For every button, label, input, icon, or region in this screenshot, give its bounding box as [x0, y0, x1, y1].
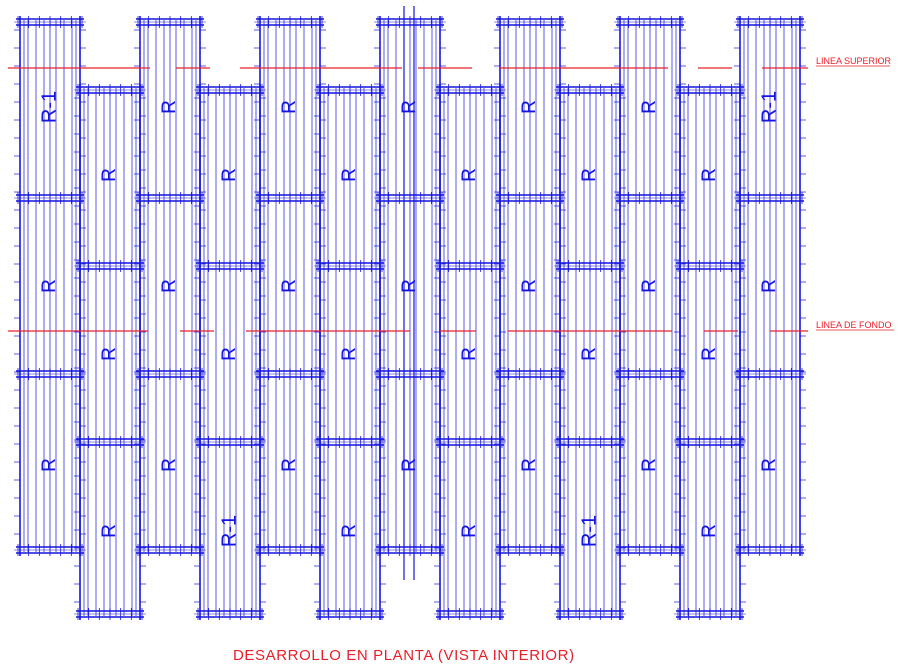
panel-column [314, 84, 386, 620]
panel-label-r: R [699, 524, 720, 538]
panel-label-r: R [759, 458, 780, 472]
panel-label-r: R [99, 524, 120, 538]
panel-label-r: R [459, 168, 480, 182]
drawing-caption: DESARROLLO EN PLANTA (VISTA INTERIOR) [233, 647, 575, 664]
panel-label-r: R [579, 347, 600, 361]
panel-label-r1: R-1 [218, 515, 240, 547]
panel-label-r1: R-1 [578, 515, 600, 547]
panel-label-r: R [399, 458, 420, 472]
panel-label-r: R [159, 458, 180, 472]
panel-label-r: R [579, 168, 600, 182]
panel-label-r: R [759, 279, 780, 293]
panel-label-r: R [279, 458, 300, 472]
panel-label-r: R [99, 168, 120, 182]
panel-label-r: R [699, 347, 720, 361]
panel-label-r: R [699, 168, 720, 182]
linea-de-fondo-label: LINEA DE FONDO [816, 320, 892, 330]
panel-label-r1: R-1 [758, 91, 780, 123]
panel-label-r: R [279, 100, 300, 114]
panel-label-r: R [399, 279, 420, 293]
reference-lines [8, 67, 808, 332]
panel-column [74, 84, 146, 620]
panel-label-r: R [639, 458, 660, 472]
panel-label-r: R [219, 168, 240, 182]
panel-column [194, 84, 266, 620]
panel-label-r: R [159, 279, 180, 293]
panel-label-r: R [219, 347, 240, 361]
panel-label-r: R [639, 100, 660, 114]
panel-label-r1: R-1 [38, 91, 60, 123]
panel-label-r: R [159, 100, 180, 114]
panel-column [554, 84, 626, 620]
panel-label-r: R [39, 279, 60, 293]
panel-grid: R-1 R R R R R R R R R R R R R R R R R R-1 R R R R R R R R-1 R R R R R R R… [14, 6, 806, 620]
panel-label-r: R [279, 279, 300, 293]
panel-label-r: R [99, 347, 120, 361]
panel-label-r: R [519, 279, 540, 293]
panel-label-r: R [339, 524, 360, 538]
panel-label-r: R [459, 347, 480, 361]
panel-label-r: R [519, 458, 540, 472]
panel-label-r: R [519, 100, 540, 114]
panel-label-r: R [39, 458, 60, 472]
panel-label-r: R [399, 100, 420, 114]
panel-label-r: R [639, 279, 660, 293]
panel-column [434, 84, 506, 620]
linea-superior-label: LINEA SUPERIOR [816, 56, 892, 66]
panel-column [674, 84, 746, 620]
panel-label-r: R [459, 524, 480, 538]
panel-label-r: R [339, 347, 360, 361]
panel-label-r: R [339, 168, 360, 182]
